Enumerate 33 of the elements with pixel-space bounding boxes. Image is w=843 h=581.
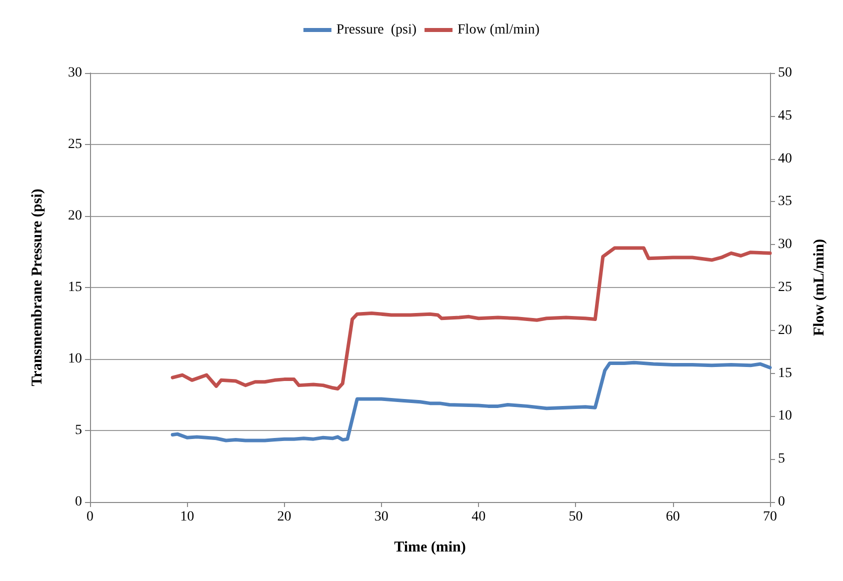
y-tick-label: 5 [75, 423, 82, 438]
y2-tick-label: 40 [778, 151, 792, 166]
x-tick-label: 50 [568, 510, 583, 524]
y-tick-label: 10 [68, 352, 82, 366]
y2-tick-label: 50 [778, 66, 792, 80]
y2-axis-title: Flow (mL/min) [812, 238, 828, 336]
y2-tick-label: 35 [778, 194, 792, 210]
y-tick-label: 0 [75, 494, 82, 510]
y2-tick-label: 45 [778, 108, 792, 124]
y-tick-label: 30 [68, 66, 82, 80]
x-tick-label: 20 [277, 510, 292, 524]
y-tick-label: 20 [68, 208, 82, 224]
y2-tick-label: 25 [778, 280, 792, 295]
y2-tick-label: 0 [778, 494, 785, 510]
x-tick-label: 60 [666, 510, 680, 524]
x-tick-label: 10 [180, 510, 194, 524]
line-series [170, 246, 772, 390]
x-tick-label: 40 [472, 510, 486, 524]
y2-tick-label: 10 [778, 408, 792, 424]
x-tick-label: 0 [86, 510, 94, 524]
y2-tick-label: 30 [778, 237, 792, 252]
x-tick-label: 70 [763, 510, 777, 524]
y-tick-label: 15 [68, 280, 82, 295]
x-axis-title: Time (min) [394, 540, 466, 556]
y-axis-title: Transmembrane Pressure (psi) [30, 188, 46, 386]
y2-tick-label: 15 [778, 366, 792, 381]
line-series [170, 360, 772, 442]
legend-label: Flow (ml/min) [458, 22, 540, 38]
legend-label: Pressure (psi) [336, 22, 417, 38]
y2-tick-label: 20 [778, 322, 792, 338]
x-tick-label: 30 [374, 510, 388, 524]
y2-tick-label: 5 [778, 452, 785, 467]
y-tick-label: 25 [68, 137, 82, 152]
